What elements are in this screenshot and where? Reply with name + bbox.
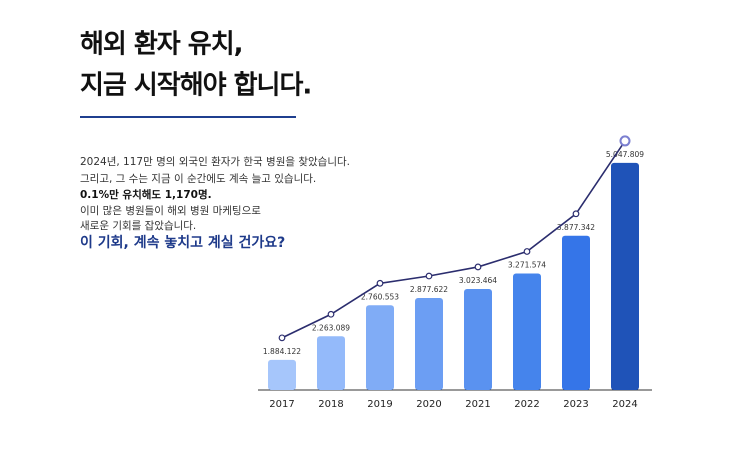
body-line: 새로운 기회를 잡았습니다.	[80, 220, 196, 232]
trend-point	[376, 279, 384, 287]
trend-point	[327, 310, 335, 318]
bar	[317, 336, 345, 390]
question: 이 기회, 계속 놓치고 계실 건가요?	[80, 234, 285, 251]
value-label: 2.760.553	[361, 292, 399, 301]
trend-point	[572, 210, 580, 218]
x-tick-label: 2022	[514, 399, 539, 410]
bar	[562, 235, 590, 390]
x-tick-label: 2021	[465, 399, 490, 410]
trend-point	[523, 248, 531, 255]
value-label: 5.047.809	[606, 150, 644, 159]
body-line: 그리고, 그 수는 지금 이 순간에도 계속 늘고 있습니다.	[80, 173, 316, 185]
x-tick-label: 2023	[563, 399, 588, 410]
value-label: 2.877.622	[410, 285, 448, 294]
heading-line: 지금 시작해야 합니다.	[80, 71, 311, 101]
value-label: 3.271.574	[508, 260, 546, 269]
bar	[611, 162, 639, 390]
trend-line	[281, 140, 626, 339]
bar	[366, 305, 394, 390]
bar	[268, 359, 296, 390]
x-tick-label: 2018	[318, 399, 343, 410]
trend-point	[474, 263, 482, 271]
bar	[464, 288, 492, 390]
value-label: 2.263.089	[312, 323, 350, 332]
value-label: 1.884.122	[263, 347, 301, 356]
x-tick-label: 2017	[269, 399, 294, 410]
body-line: 0.1%만 유치해도 1,170명.	[80, 188, 212, 201]
x-tick-label: 2024	[612, 399, 637, 410]
value-label: 3.023.464	[459, 276, 497, 285]
trend-point	[425, 272, 433, 280]
bar	[513, 273, 541, 390]
body-line: 이미 많은 병원들이 해외 병원 마케팅으로	[80, 204, 261, 217]
trend-point	[278, 334, 286, 342]
heading-line: 해외 환자 유치,	[80, 30, 243, 60]
body-line: 2024년, 117만 명의 외국인 환자가 한국 병원을 찾았습니다.	[80, 156, 350, 168]
trend-point	[619, 135, 631, 147]
value-label: 3.877.342	[557, 223, 595, 232]
x-tick-label: 2020	[416, 399, 441, 410]
bar	[415, 298, 443, 390]
x-tick-label: 2019	[367, 399, 392, 410]
